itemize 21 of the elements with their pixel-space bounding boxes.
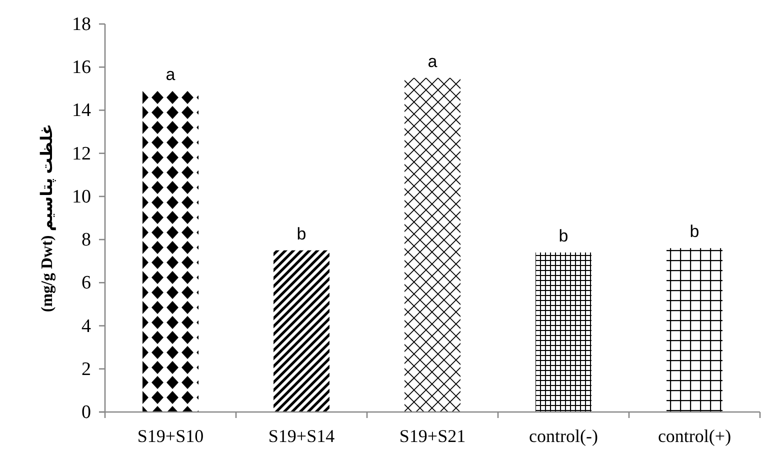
annotation: a [166,64,176,84]
annotation: b [690,222,700,242]
y-axis-title: غلظت پتاسیم (mg/g Dwt) [39,124,56,312]
x-tick-label: control(+) [658,426,732,446]
y-tick-label: 12 [72,143,91,164]
y-tick-label: 14 [72,100,92,122]
y-tick-label: 6 [82,272,91,294]
y-tick-label: 10 [72,186,91,208]
x-tick-label: S19+S10 [137,426,204,446]
x-tick-label: S19+S14 [268,426,335,446]
y-tick-label: 16 [72,57,91,78]
x-tick-label: S19+S21 [399,426,466,446]
y-tick-label: 4 [82,316,92,337]
annotation: b [296,224,306,244]
y-tick-label: 8 [82,230,91,251]
annotation: b [558,226,568,246]
y-tick-label: 2 [82,358,91,380]
y-tick-label: 0 [82,402,91,423]
y-tick-label: 18 [72,14,91,35]
annotation: a [428,52,438,71]
x-tick-label: control(-) [529,426,598,446]
